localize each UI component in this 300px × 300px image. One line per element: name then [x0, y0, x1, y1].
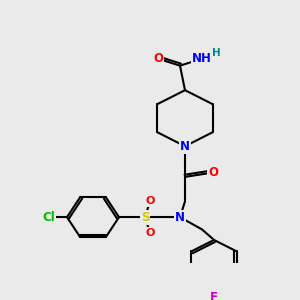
- Text: H: H: [212, 48, 220, 59]
- Text: N: N: [175, 211, 185, 224]
- Text: N: N: [180, 140, 190, 153]
- Text: O: O: [145, 228, 155, 238]
- Text: Cl: Cl: [43, 211, 56, 224]
- Text: O: O: [153, 52, 163, 65]
- Text: F: F: [210, 291, 218, 300]
- Text: NH: NH: [192, 52, 212, 65]
- Text: S: S: [141, 211, 149, 224]
- Text: O: O: [208, 166, 218, 179]
- Text: O: O: [145, 196, 155, 206]
